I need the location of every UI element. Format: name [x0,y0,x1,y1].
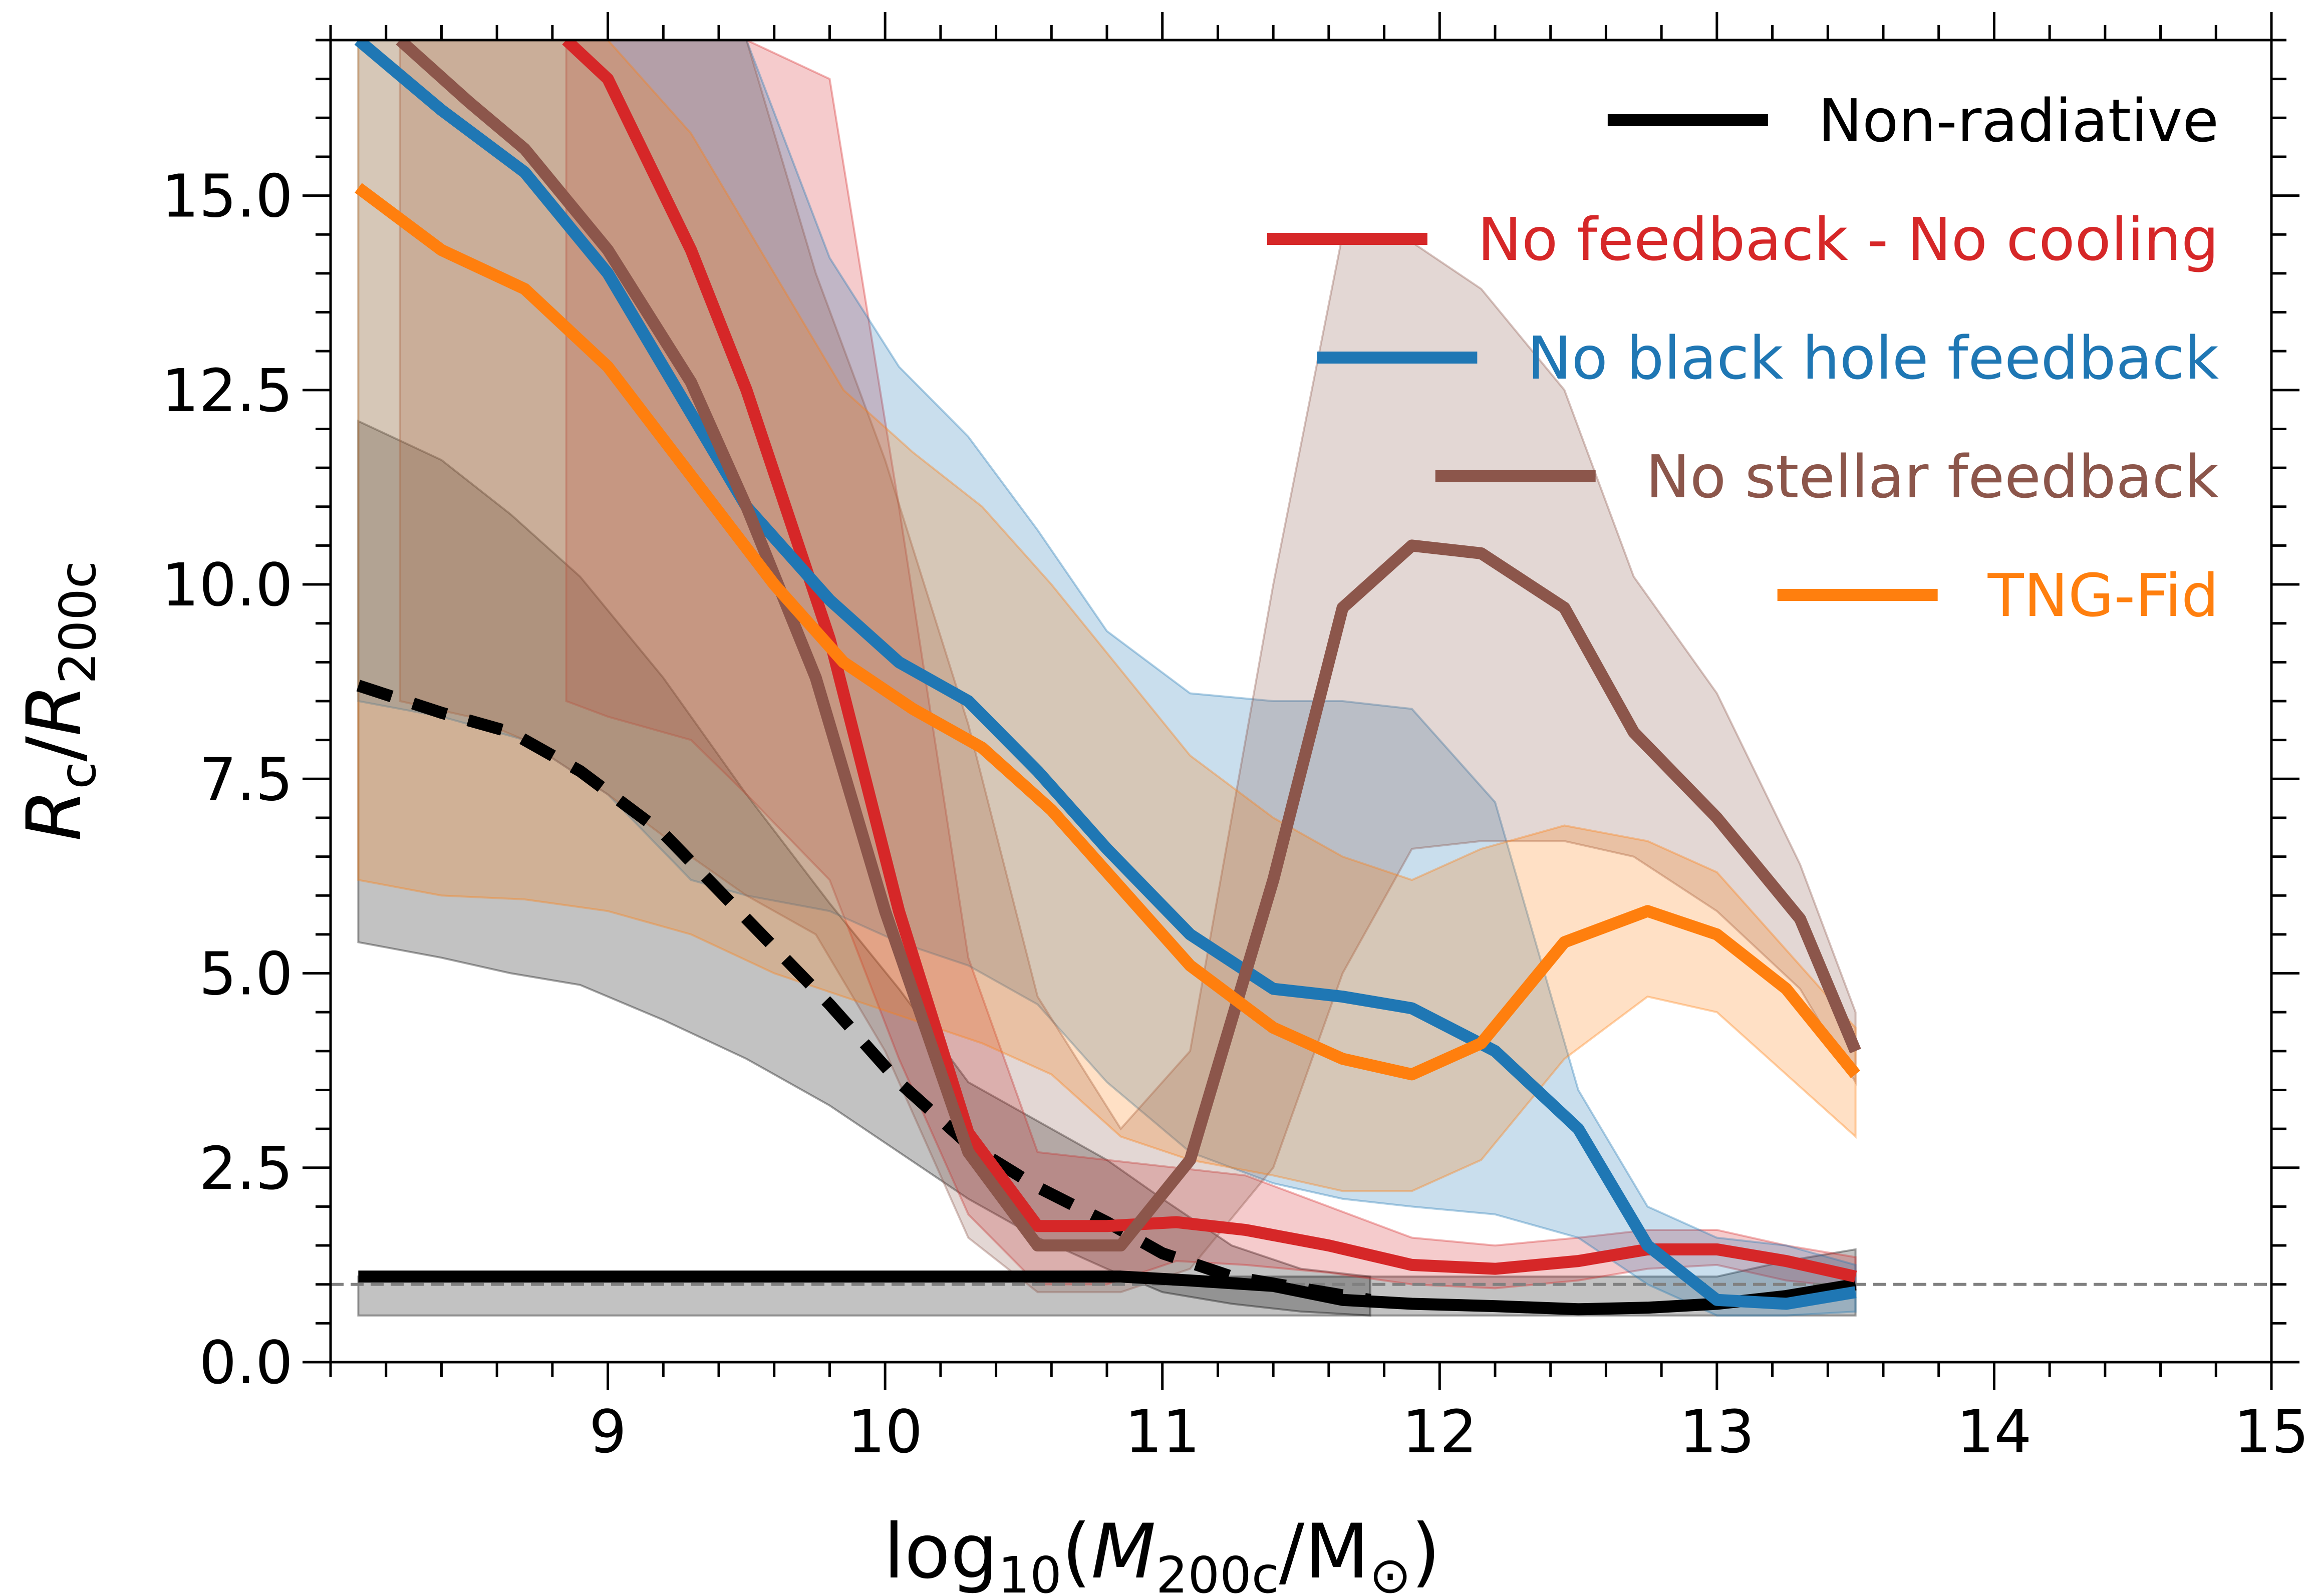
y-tick-label: 2.5 [199,1134,293,1203]
axis-ticks [303,12,2299,1390]
x-tick-label: 13 [1679,1397,1755,1466]
y-tick-label: 5.0 [199,939,293,1009]
legend-label-no-stellar-feedback: No stellar feedback [1646,442,2219,511]
series-band-1 [357,419,1371,1317]
y-axis-title: Rc/R200c [11,561,107,841]
x-tick-label: 14 [1956,1397,2032,1466]
x-tick-label: 9 [589,1397,627,1466]
x-tick-label: 11 [1125,1397,1200,1466]
axis-tick-labels: 9 10 11 12 13 14 15 0.0 2.5 5.0 7.5 10.0 12.5 15.0 [161,162,2309,1466]
y-tick-label: 0.0 [199,1328,293,1397]
series-band-4 [399,40,1857,1294]
series-lines [354,40,1861,1316]
y-tick-label: 12.5 [161,356,293,425]
y-tick-label: 7.5 [199,745,293,814]
legend-label-no-feedback-no-cooling: No feedback - No cooling [1478,205,2219,274]
legend-label-no-black-hole-feedback: No black hole feedback [1527,324,2219,393]
series-band-5 [357,40,1857,1192]
series-line-4 [396,40,1861,1252]
y-tick-label: 15.0 [161,162,293,231]
legend: Non-radiative No feedback - No cooling No … [1267,86,2219,630]
y-tick-label: 10.0 [161,550,293,619]
legend-label-tng-fid: TNG-Fid [1987,561,2219,630]
legend-label-non-radiative: Non-radiative [1818,86,2219,155]
uncertainty-bands [357,40,1857,1317]
x-tick-label: 15 [2234,1397,2309,1466]
series-line-5 [355,183,1860,1081]
x-axis-title: log10(M200c/M⊙) [884,1508,1440,1596]
x-tick-label: 10 [847,1397,923,1466]
series-line-3 [354,40,1857,1310]
series-line-1 [356,680,1371,1306]
x-tick-label: 12 [1402,1397,1477,1466]
